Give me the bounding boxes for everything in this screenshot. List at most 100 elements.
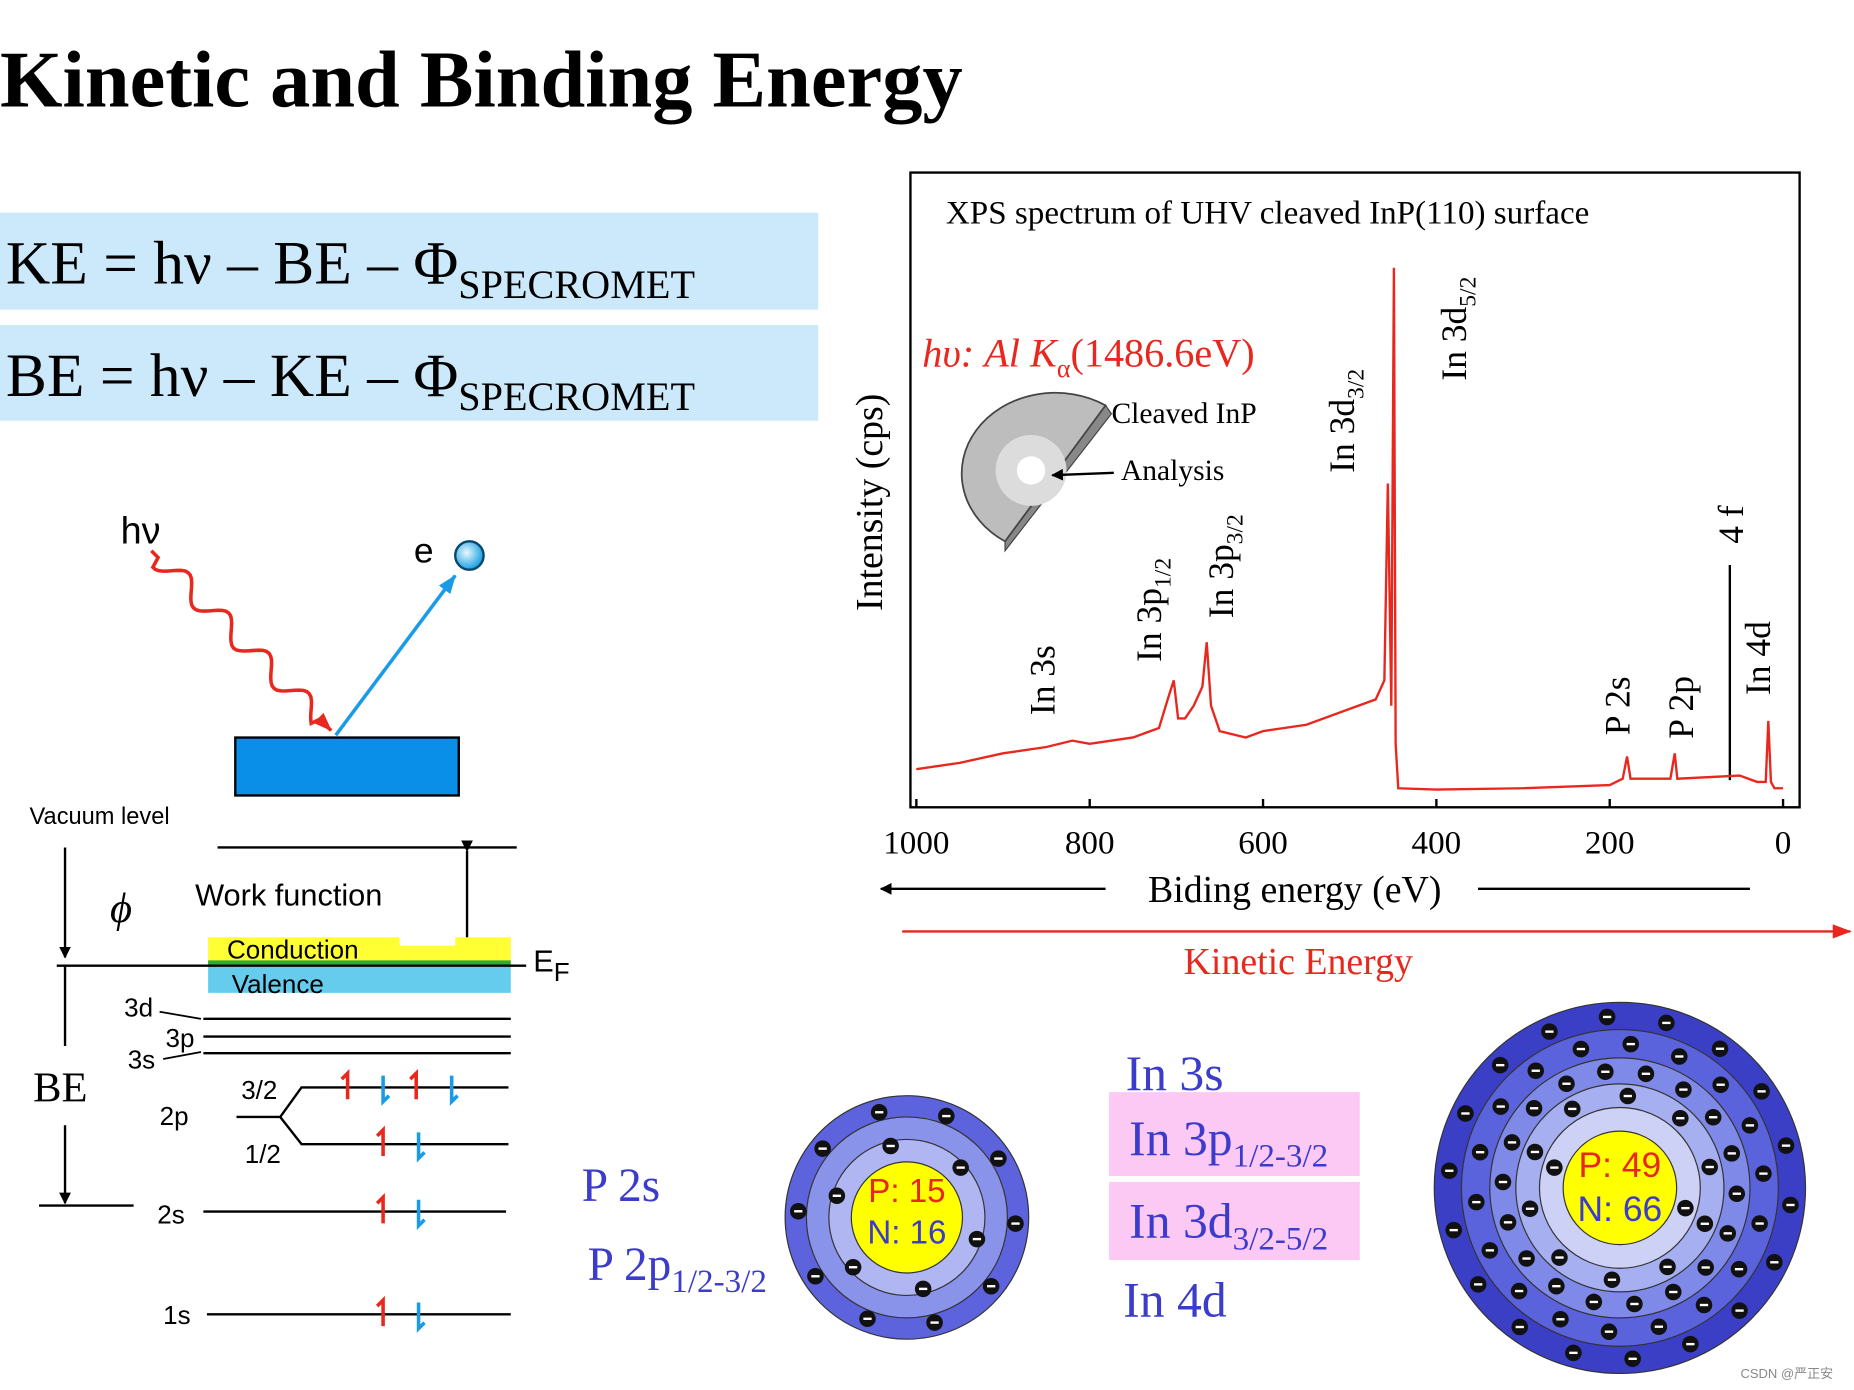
connector [163,1051,202,1060]
electron-label: e [414,531,434,571]
level-label: 3d [124,993,153,1023]
orbital-label: In 3d3/2-5/2 [1129,1194,1328,1258]
level-label: Vacuum level [30,804,170,830]
spin-down [449,1075,459,1106]
spin-down [416,1199,426,1230]
spin-down [416,1302,426,1333]
sample-label: Cleaved InP [1111,398,1256,430]
peak-label-main: In 3d [1434,306,1474,380]
level-label: 2s [157,1199,184,1229]
level-label: 1s [163,1300,190,1330]
level-label: 3p [166,1023,195,1053]
energy-diagram: Vacuum level ϕ Work function Conduction … [30,804,570,1333]
peak-label-main: 4 f [1711,505,1751,544]
shell [1562,1130,1678,1246]
peak-label-main: In 3p [1201,544,1241,618]
proton-count: P: 49 [1578,1145,1661,1185]
peak-label: P 2s [1597,676,1637,735]
level-line [236,1086,509,1146]
shell [850,1161,964,1274]
photon-label: hν [121,511,161,553]
connector [159,1010,202,1020]
peak-label: 4 f [1711,505,1751,544]
level-label: 3s [128,1045,155,1075]
band-label: Conduction [227,935,359,965]
orbital-label: P 2s [582,1160,660,1212]
peak-label: In 3p1/2 [1129,558,1176,662]
proton-count: P: 15 [868,1173,945,1210]
peak-label-main: In 3p [1129,588,1169,662]
x-tick-label: 400 [1412,825,1462,861]
peak-label-sub: 3/2 [1223,514,1249,544]
peak-label: In 3d5/2 [1434,277,1481,381]
x-tick-label: 200 [1585,825,1635,861]
peak-label-main: P 2p [1661,676,1701,739]
equation: KE = hν – BE – ΦSPECROMET [6,230,695,307]
photon-wave [150,549,333,732]
highlight [1109,1092,1360,1177]
spin-up [340,1068,350,1100]
highlight [1109,1181,1360,1260]
atoms [784,1001,1807,1375]
spin-up [375,1295,385,1327]
watermark: CSDN @严正安 [1740,1366,1833,1381]
spin-up [375,1193,385,1224]
x-tick-label: 800 [1065,825,1115,861]
spin-up [375,1125,385,1156]
slide-title: Kinetic and Binding Energy [0,35,963,124]
phi: ϕ [110,885,132,932]
level-label: Work function [195,877,382,912]
spectrum-line [916,267,1784,791]
xps-chart: XPS spectrum of UHV cleaved InP(110) sur… [849,171,1852,983]
kinetic-label: Kinetic Energy [1184,941,1413,983]
orbital-label: P 2p1/2-3/2 [588,1239,767,1300]
orbital-label: In 3s [1126,1046,1224,1101]
photoemission-sketch: hν e [121,511,485,797]
equation-box [0,325,819,421]
x-tick-label: 0 [1775,825,1792,861]
peak-label-main: In 3s [1023,645,1063,715]
plot-frame [909,171,1801,809]
arrow [1051,468,1114,481]
analysis-spot [1016,456,1046,485]
neutron-count: N: 16 [867,1214,946,1251]
spin-down [381,1075,391,1106]
level-label: 1/2 [245,1139,281,1169]
peak-label: In 3d3/2 [1322,369,1369,473]
peak-label-sub: 3/2 [1343,369,1369,399]
source-label: hυ: Al Kα(1486.6eV) [922,330,1254,383]
chart-title: XPS spectrum of UHV cleaved InP(110) sur… [946,195,1589,231]
peak-label-sub: 1/2 [1151,558,1177,588]
band-label: Valence [232,969,324,999]
y-axis-label: Intensity (cps) [849,394,891,611]
peak-label-main: In 4d [1738,621,1778,695]
sample-label: Analysis [1121,455,1224,487]
spin-down [416,1132,426,1163]
peak-label-main: In 3d [1322,399,1362,473]
fermi-label: EF [533,944,569,987]
peak-label: P 2p [1661,676,1701,739]
peak-label: In 3p3/2 [1201,514,1248,618]
nucleus-labels: P: 15 N: 16 P: 49 N: 66 [867,1145,1662,1251]
peak-label-sub: 5/2 [1456,277,1482,307]
neutron-count: N: 66 [1578,1189,1663,1229]
x-tick-label: 600 [1238,825,1288,861]
electron-path [334,574,457,737]
sample-block [234,736,460,797]
orbital-labels: P 2s P 2p1/2-3/2 In 3s In 3p1/2-3/2 In 3… [582,1046,1360,1328]
conduction-band [208,937,511,963]
electron [454,540,485,571]
peak-label: In 3s [1023,645,1063,715]
peak-label: In 4d [1738,621,1778,695]
valence-band [208,966,511,993]
equation-box [0,212,819,310]
x-axis-label: Biding energy (eV) [1148,869,1441,911]
x-tick-label: 1000 [883,825,949,861]
peak-label-main: P 2s [1597,676,1637,735]
orbital-label: In 4d [1123,1273,1227,1328]
equation: BE = hν – KE – ΦSPECROMET [6,342,695,419]
spin-up [409,1068,418,1100]
be-label: BE [33,1065,87,1112]
level-label: 3/2 [241,1075,277,1105]
